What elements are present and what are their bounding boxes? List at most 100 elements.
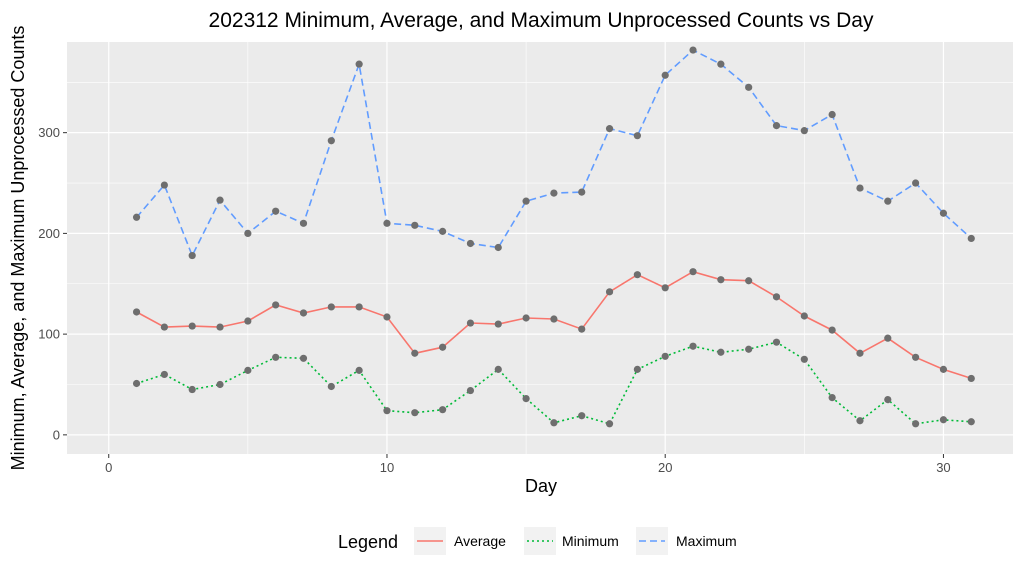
data-point-minimum xyxy=(578,412,586,420)
data-points xyxy=(132,46,975,428)
data-point-average xyxy=(717,276,725,284)
data-point-average xyxy=(772,293,781,301)
data-point-maximum xyxy=(967,234,975,243)
data-point-minimum xyxy=(272,353,280,361)
data-point-minimum xyxy=(828,393,836,402)
data-point-minimum xyxy=(772,338,781,346)
data-point-minimum xyxy=(494,365,502,373)
data-point-maximum xyxy=(800,127,808,135)
x-tick-label: 10 xyxy=(380,460,394,475)
data-point-average xyxy=(633,271,641,279)
y-axis-label: Minimum, Average, and Maximum Unprocesse… xyxy=(8,26,28,471)
data-point-average xyxy=(522,314,530,322)
data-point-minimum xyxy=(912,420,920,428)
data-point-minimum xyxy=(466,386,475,395)
y-tick-label: 300 xyxy=(38,125,60,140)
y-axis-ticks: 0 100 200 300 xyxy=(38,125,67,442)
data-point-maximum xyxy=(411,221,419,229)
x-tick-label: 20 xyxy=(658,460,672,475)
x-axis-ticks: 0 10 20 30 xyxy=(105,454,951,475)
data-point-maximum xyxy=(188,251,196,260)
data-point-minimum xyxy=(745,345,753,353)
data-point-average xyxy=(967,374,975,383)
data-point-maximum xyxy=(828,110,836,119)
data-point-maximum xyxy=(299,219,308,227)
data-point-maximum xyxy=(578,188,586,196)
data-point-maximum xyxy=(939,209,948,217)
data-point-average xyxy=(745,277,753,285)
data-point-maximum xyxy=(522,197,530,205)
chart-title: 202312 Minimum, Average, and Maximum Unp… xyxy=(209,9,874,32)
data-point-minimum xyxy=(689,342,697,350)
data-point-maximum xyxy=(884,197,892,205)
data-point-minimum xyxy=(550,419,558,427)
plot-panel xyxy=(67,42,1013,454)
data-point-minimum xyxy=(188,385,196,394)
data-point-average xyxy=(244,317,252,325)
data-point-average xyxy=(411,349,419,357)
data-point-average xyxy=(689,268,697,276)
data-point-minimum xyxy=(884,396,892,404)
data-point-maximum xyxy=(912,179,920,187)
data-point-average xyxy=(188,322,196,330)
data-point-average xyxy=(912,353,920,361)
data-point-minimum xyxy=(411,409,419,417)
grid-lines xyxy=(67,42,1013,454)
data-point-average xyxy=(327,303,335,311)
data-point-average xyxy=(494,320,502,328)
y-tick-label: 100 xyxy=(38,327,60,342)
data-point-average xyxy=(856,349,864,357)
data-point-maximum xyxy=(856,184,864,192)
legend-title: Legend xyxy=(338,532,398,552)
legend-key-minimum xyxy=(524,527,556,555)
data-point-maximum xyxy=(160,181,168,189)
data-point-average xyxy=(800,312,808,320)
data-point-maximum xyxy=(550,189,558,197)
data-point-average xyxy=(661,284,669,292)
legend-label-minimum: Minimum xyxy=(562,533,619,549)
data-point-maximum xyxy=(605,125,614,133)
data-point-average xyxy=(355,303,363,311)
data-point-minimum xyxy=(967,418,975,426)
x-axis-label: Day xyxy=(525,476,557,496)
legend-label-average: Average xyxy=(454,533,506,549)
data-point-average xyxy=(160,323,168,331)
data-point-average xyxy=(272,301,280,309)
data-point-maximum xyxy=(689,46,697,54)
data-point-average xyxy=(383,313,391,321)
x-tick-label: 30 xyxy=(936,460,950,475)
data-point-maximum xyxy=(494,243,502,252)
data-point-minimum xyxy=(160,370,168,379)
data-point-maximum xyxy=(633,132,641,140)
data-point-minimum xyxy=(661,352,669,360)
data-point-average xyxy=(466,319,475,327)
data-point-average xyxy=(828,326,836,334)
data-point-maximum xyxy=(717,60,725,68)
data-point-maximum xyxy=(439,227,447,235)
data-point-minimum xyxy=(132,379,141,388)
data-point-maximum xyxy=(661,71,669,79)
data-point-maximum xyxy=(327,137,335,145)
legend-label-maximum: Maximum xyxy=(676,533,737,549)
x-tick-label: 0 xyxy=(105,460,112,475)
data-point-maximum xyxy=(272,207,280,215)
y-tick-label: 0 xyxy=(53,427,60,442)
data-point-maximum xyxy=(216,196,224,204)
data-point-minimum xyxy=(244,366,252,374)
data-point-average xyxy=(939,365,948,373)
data-point-maximum xyxy=(383,219,391,227)
data-point-average xyxy=(605,288,614,296)
data-point-minimum xyxy=(939,416,948,424)
data-point-maximum xyxy=(745,83,753,91)
data-point-minimum xyxy=(800,355,808,363)
data-point-average xyxy=(578,325,586,333)
data-point-minimum xyxy=(605,420,614,428)
data-point-minimum xyxy=(522,394,530,403)
data-point-minimum xyxy=(717,348,725,356)
data-point-minimum xyxy=(216,380,224,389)
data-point-average xyxy=(550,315,558,323)
data-point-minimum xyxy=(355,366,363,374)
data-point-average xyxy=(299,309,308,317)
data-point-minimum xyxy=(439,406,447,414)
